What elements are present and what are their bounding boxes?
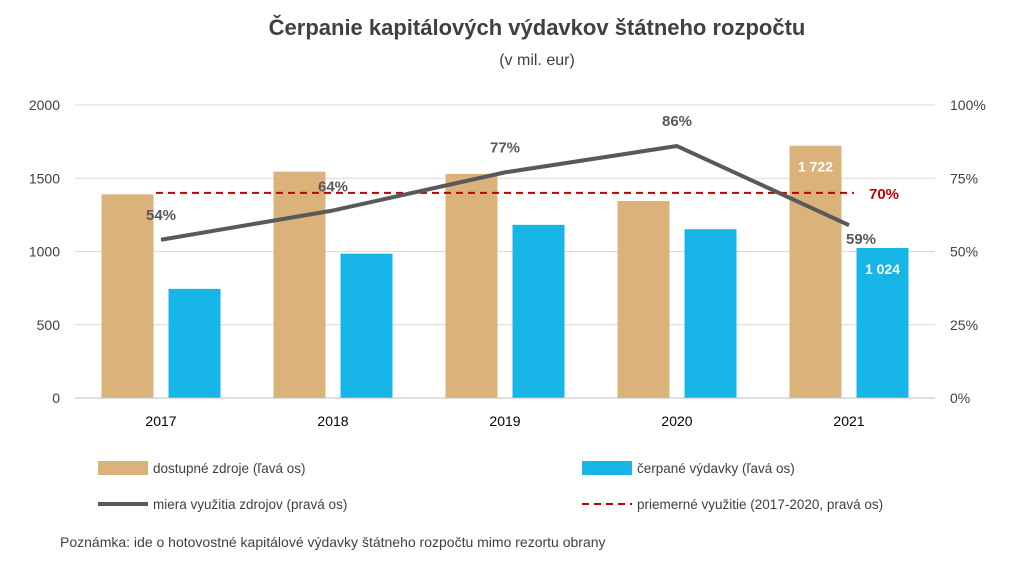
y-tick-label-right: 50% <box>950 244 978 260</box>
legend-swatch <box>582 461 632 475</box>
lines <box>156 144 854 242</box>
bar-available <box>789 145 842 398</box>
x-tick-label: 2017 <box>145 413 176 429</box>
bar-available <box>101 194 154 398</box>
y-tick-label-left: 0 <box>52 390 60 406</box>
bar-spent <box>340 253 393 398</box>
data-label-utilization: 59% <box>846 231 876 248</box>
legend-label: dostupné zdroje (ľavá os) <box>153 461 306 476</box>
utilization-line <box>160 144 850 242</box>
data-label-average: 70% <box>869 186 899 203</box>
data-label-available: 1 722 <box>798 159 833 175</box>
data-label-utilization: 54% <box>146 207 176 224</box>
data-label-spent: 1 024 <box>865 261 900 277</box>
x-tick-label: 2018 <box>317 413 348 429</box>
y-tick-label-right: 75% <box>950 170 978 186</box>
legend-label: čerpané výdavky (ľavá os) <box>637 461 795 476</box>
y-tick-label-left: 1000 <box>29 244 60 260</box>
y-tick-label-left: 1500 <box>29 170 60 186</box>
y-tick-label-left: 2000 <box>29 97 60 113</box>
y-tick-label-left: 500 <box>37 317 61 333</box>
chart-title: Čerpanie kapitálových výdavkov štátneho … <box>269 15 806 40</box>
bar-available <box>445 173 498 398</box>
y-tick-label-right: 100% <box>950 97 986 113</box>
bars <box>101 145 909 398</box>
y-tick-label-right: 0% <box>950 390 970 406</box>
bar-available <box>273 171 326 398</box>
legend: dostupné zdroje (ľavá os) čerpané výdavky… <box>98 461 883 512</box>
bar-spent <box>856 247 909 398</box>
data-label-utilization: 64% <box>318 178 348 195</box>
legend-label: priemerné využitie (2017-2020, pravá os) <box>637 497 883 512</box>
footnote: Poznámka: ide o hotovostné kapitálové vý… <box>60 534 606 550</box>
bar-spent <box>684 229 737 398</box>
data-label-utilization: 77% <box>490 139 520 156</box>
data-labels: 1 722 1 024 70% 54% 64% 77% 86% 59% <box>146 113 900 277</box>
x-tick-label: 2020 <box>661 413 692 429</box>
x-tick-label: 2019 <box>489 413 520 429</box>
bar-spent <box>168 288 221 398</box>
legend-swatch <box>98 461 148 475</box>
y-tick-label-right: 25% <box>950 317 978 333</box>
bar-available <box>617 200 670 398</box>
bar-spent <box>512 224 565 398</box>
legend-label: miera využitia zdrojov (pravá os) <box>153 497 347 512</box>
chart-subtitle: (v mil. eur) <box>499 52 575 69</box>
x-tick-label: 2021 <box>833 413 864 429</box>
data-label-utilization: 86% <box>662 113 692 130</box>
axes: 2000 100% 1500 75% 1000 50% 500 25% 0 0% 2017 2018 2… <box>29 97 986 429</box>
